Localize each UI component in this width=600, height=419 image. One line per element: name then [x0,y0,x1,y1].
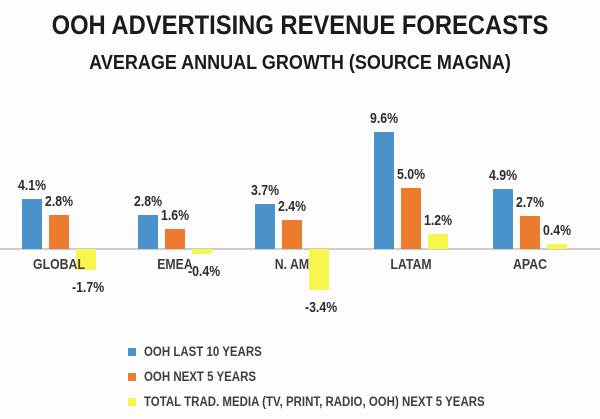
category-label-apac: APAC [513,256,547,273]
bar-ooh-last-10-years-global [22,198,42,249]
value-label-apac-ooh-next-5-years: 2.7% [516,194,545,212]
value-label-global-ooh-next-5-years: 2.8% [45,192,74,210]
bar-ooh-next-5-years-emea [165,229,185,249]
category-label-emea: EMEA [157,256,193,273]
bar-ooh-next-5-years-apac [520,216,540,249]
value-label-apac-ooh-last-10-years: 4.9% [489,167,518,185]
legend-swatch-icon [128,398,136,406]
chart-title: OOH ADVERTISING REVENUE FORECASTS [51,10,549,40]
bar-total-trad-media-tv-print-radio-ooh-next-5-years-n-am [309,249,329,291]
legend-item-ooh-next-5-years: OOH NEXT 5 YEARS [128,370,545,384]
value-label-latam-ooh-last-10-years: 9.6% [370,109,399,127]
legend-swatch-icon [128,348,136,356]
chart-subtitle: AVERAGE ANNUAL GROWTH (SOURCE MAGNA) [89,52,511,74]
value-label-global-total-trad-media-tv-print-radio-ooh-next-5-years: -1.7% [72,278,105,296]
bar-total-trad-media-tv-print-radio-ooh-next-5-years-latam [428,234,448,249]
category-label-latam: LATAM [390,256,432,273]
legend-item-ooh-last-10-years: OOH LAST 10 YEARS [128,345,545,359]
value-label-n-am-ooh-next-5-years: 2.4% [278,197,307,215]
bar-total-trad-media-tv-print-radio-ooh-next-5-years-apac [547,244,567,249]
bar-ooh-next-5-years-latam [401,188,421,249]
legend-item-label: TOTAL TRAD. MEDIA (TV, PRINT, RADIO, OOH… [144,394,485,409]
legend-swatch-icon [128,373,136,381]
value-label-apac-total-trad-media-tv-print-radio-ooh-next-5-years: 0.4% [543,222,572,240]
bar-ooh-last-10-years-latam [374,131,394,249]
value-label-n-am-ooh-last-10-years: 3.7% [251,181,280,199]
zero-axis-line [0,248,600,250]
legend-item-total-trad-media-tv-print-radio-ooh-next-5-years: TOTAL TRAD. MEDIA (TV, PRINT, RADIO, OOH… [128,395,545,409]
value-label-emea-ooh-next-5-years: 1.6% [161,207,190,225]
category-label-global: GLOBAL [33,256,85,273]
value-label-emea-total-trad-media-tv-print-radio-ooh-next-5-years: -0.4% [188,262,221,280]
value-label-emea-ooh-last-10-years: 2.8% [134,192,163,210]
bar-ooh-next-5-years-global [49,214,69,249]
value-label-latam-total-trad-media-tv-print-radio-ooh-next-5-years: 1.2% [424,212,453,230]
bar-ooh-last-10-years-apac [493,189,513,249]
legend-item-label: OOH NEXT 5 YEARS [144,369,257,384]
value-label-n-am-total-trad-media-tv-print-radio-ooh-next-5-years: -3.4% [305,299,338,317]
legend-item-label: OOH LAST 10 YEARS [144,344,262,359]
value-label-latam-ooh-next-5-years: 5.0% [397,166,426,183]
bar-total-trad-media-tv-print-radio-ooh-next-5-years-emea [192,249,212,254]
value-label-global-ooh-last-10-years: 4.1% [18,176,47,194]
bar-ooh-next-5-years-n-am [282,219,302,249]
bar-ooh-last-10-years-emea [138,214,158,249]
bar-ooh-last-10-years-n-am [255,203,275,249]
category-label-n-am: N. AM [274,256,310,273]
legend: OOH LAST 10 YEARS OOH NEXT 5 YEARS TOTAL T… [128,345,545,409]
bar-total-trad-media-tv-print-radio-ooh-next-5-years-global [76,249,96,270]
